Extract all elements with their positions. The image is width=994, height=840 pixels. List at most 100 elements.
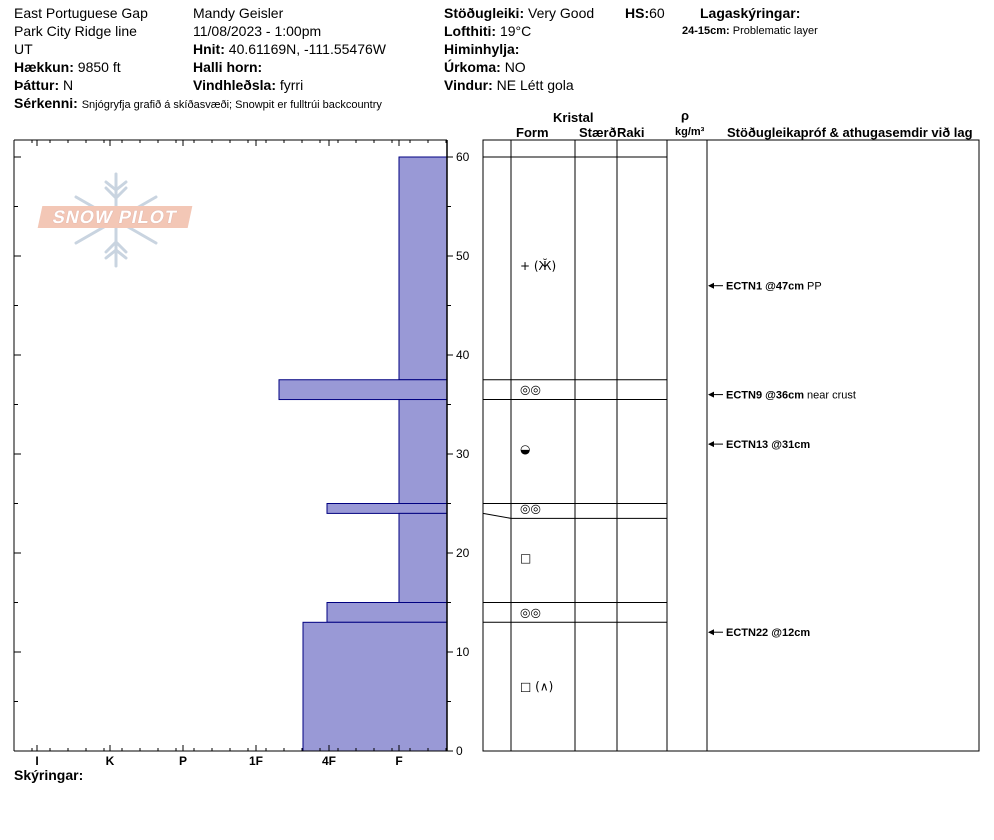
elevation-value: 9850 ft — [77, 59, 121, 75]
legend-label: Skýringar: — [14, 767, 84, 783]
wind-row: Vindur: NE Létt gola — [444, 76, 574, 94]
stability-value: Very Good — [528, 5, 595, 21]
wind-loading-label: Vindhleðsla: — [193, 77, 276, 93]
snowpilot-logo: SNOW PILOT — [36, 170, 196, 270]
features-value: Snjógryfja grafið á skíðasvæði; Snowpit … — [81, 99, 382, 111]
grain-symbol-1: ◎◎ — [520, 383, 541, 397]
aspect-label: Þáttur: — [14, 77, 60, 93]
rho-header: ρ — [681, 108, 690, 123]
test-entry-0: ECTN1 @47cm PP — [726, 281, 822, 293]
air-temp-row: Lofthiti: 19°C — [444, 22, 531, 40]
wind-loading-value: fyrri — [279, 77, 304, 93]
hardness-tick-label-1F: 1F — [249, 754, 263, 768]
crystal-header: Kristal — [553, 110, 594, 125]
height-tick-label-50: 50 — [456, 249, 470, 263]
grain-symbol-5: ◎◎ — [520, 605, 541, 619]
hardness-bar-2 — [398, 399, 448, 504]
test-label-0: ECTN1 @47cm — [726, 281, 804, 293]
precip-value: NO — [504, 59, 526, 75]
hardness-tick-label-F: F — [395, 754, 402, 768]
location-name: East Portuguese Gap — [14, 5, 148, 21]
coords-label: Hnit: — [193, 41, 225, 57]
aspect-row: Þáttur: N — [14, 76, 73, 94]
test-arrow-3 — [708, 629, 714, 636]
hardness-bar-0 — [398, 156, 448, 381]
sky-label: Himinhylja: — [444, 41, 520, 57]
slope-row: Halli horn: — [193, 58, 262, 76]
test-label-2: ECTN13 @31cm — [726, 439, 810, 451]
logo-text: SNOW PILOT — [37, 206, 193, 228]
height-tick-label-0: 0 — [456, 744, 463, 758]
tests-header: Stöðugleikapróf & athugasemdir við lag — [727, 125, 973, 140]
test-entry-1: ECTN9 @36cm near crust — [726, 390, 856, 402]
sky-row: Himinhylja: — [444, 40, 519, 58]
test-arrow-1 — [708, 391, 714, 398]
hardness-bar-6 — [302, 621, 448, 752]
hardness-bar-1 — [278, 379, 448, 401]
test-arrow-0 — [708, 282, 714, 289]
precip-label: Úrkoma: — [444, 59, 501, 75]
hardness-bar-5 — [326, 602, 448, 623]
hardness-tick-label-K: K — [106, 754, 115, 768]
features-label: Sérkenni: — [14, 95, 78, 111]
hardness-bar-4 — [398, 512, 448, 604]
air-temp-value: 19°C — [499, 23, 532, 39]
hardness-bar-3 — [326, 503, 448, 514]
chart-axes: 0 10 20 30 40 50 60 I K P 1F 4F F — [13, 139, 470, 768]
air-temp-label: Lofthiti: — [444, 23, 497, 39]
moisture-header: Raki — [617, 125, 645, 140]
test-label-1: ECTN9 @36cm — [726, 390, 804, 402]
form-header: Form — [516, 125, 549, 140]
coords-row: Hnit: 40.61169N, -111.55476W — [193, 40, 386, 58]
hs-value: 60 — [649, 5, 665, 21]
layer-table: + (Ӂ) ◎◎ ◒ ◎◎ □ ◎◎ □ (∧) — [482, 139, 980, 752]
precip-row: Úrkoma: NO — [444, 58, 526, 76]
wind-loading-row: Vindhleðsla: fyrri — [193, 76, 303, 94]
grain-symbol-3: ◎◎ — [520, 501, 541, 515]
state-name: UT — [14, 41, 33, 57]
height-tick-label-40: 40 — [456, 348, 470, 362]
test-entry-3: ECTN22 @12cm — [726, 627, 810, 639]
wind-label: Vindur: — [444, 77, 493, 93]
hardness-tick-label-4F: 4F — [322, 754, 336, 768]
grain-symbol-6: □ (∧) — [520, 680, 553, 694]
height-tick-label-30: 30 — [456, 447, 470, 461]
hs-label: HS: — [625, 5, 650, 21]
hardness-tick-label-P: P — [179, 754, 187, 768]
height-tick-label-10: 10 — [456, 645, 470, 659]
features-row: Sérkenni: Snjógryfja grafið á skíðasvæði… — [14, 94, 382, 114]
test-comment-1: near crust — [804, 390, 856, 402]
layer-note-text: Problematic layer — [732, 25, 818, 37]
layer-note-range: 24-15cm: — [682, 25, 730, 37]
layer-note-row: 24-15cm: Problematic layer — [682, 22, 818, 40]
density-unit-header: kg/m³ — [675, 126, 705, 138]
aspect-value: N — [63, 77, 74, 93]
elevation-row: Hækkun: 9850 ft — [14, 58, 121, 76]
layer-notes-label: Lagaskýringar: — [700, 5, 801, 21]
grain-symbol-2: ◒ — [520, 442, 530, 456]
stability-label: Stöðugleiki: — [444, 5, 525, 21]
hardness-profile — [278, 156, 448, 752]
size-header: Stærð — [579, 125, 617, 140]
height-tick-label-60: 60 — [456, 150, 470, 164]
test-entry-2: ECTN13 @31cm — [726, 439, 810, 451]
test-arrow-2 — [708, 441, 714, 448]
observation-datetime: 11/08/2023 - 1:00pm — [193, 23, 322, 39]
table-frame — [482, 139, 980, 752]
grain-symbol-0: + (Ӂ) — [520, 258, 556, 273]
hardness-tick-label-I: I — [35, 754, 38, 768]
wind-value: NE Létt gola — [496, 77, 574, 93]
height-tick-label-20: 20 — [456, 546, 470, 560]
observer-name: Mandy Geisler — [193, 5, 284, 21]
elevation-label: Hækkun: — [14, 59, 74, 75]
test-label-3: ECTN22 @12cm — [726, 627, 810, 639]
hs-row: HS:60 — [625, 4, 665, 22]
test-comment-0: PP — [804, 281, 822, 293]
grain-symbol-4: □ — [520, 551, 531, 565]
layer-connector-4 — [482, 512, 512, 519]
slope-label: Halli horn: — [193, 59, 263, 75]
area-name: Park City Ridge line — [14, 23, 137, 39]
stability-row: Stöðugleiki: Very Good — [444, 4, 594, 22]
